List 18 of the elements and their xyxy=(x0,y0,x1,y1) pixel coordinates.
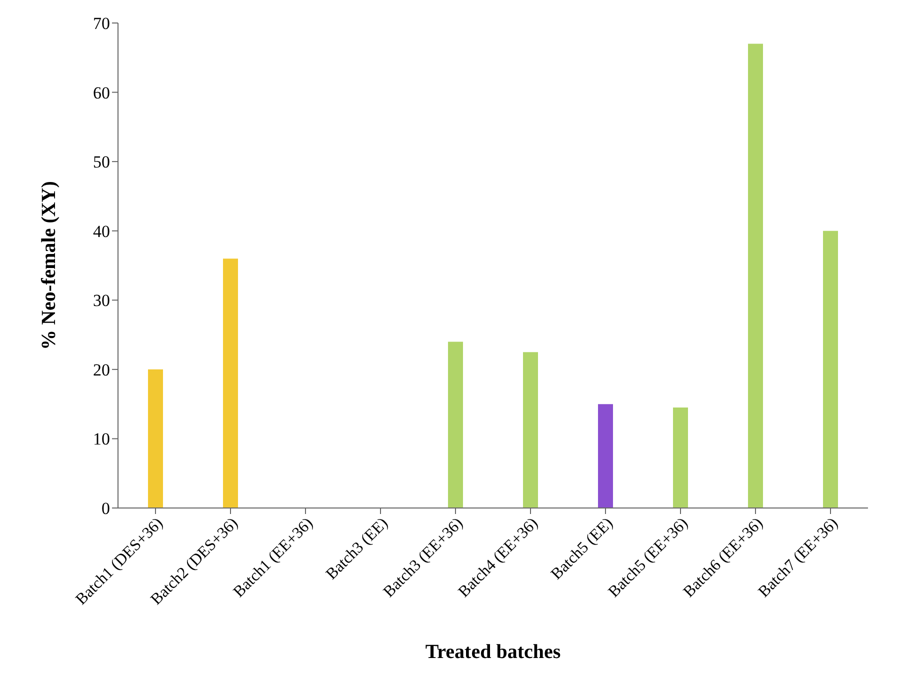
bar xyxy=(823,230,838,508)
y-tick-label: 30 xyxy=(93,291,110,310)
bar xyxy=(223,258,238,508)
bar xyxy=(148,369,163,508)
y-tick-label: 40 xyxy=(93,222,110,241)
y-tick-label: 70 xyxy=(93,14,110,34)
y-axis-title: % Neo-female (XY) xyxy=(38,181,60,350)
bar xyxy=(748,44,763,508)
x-axis-title: Treated batches xyxy=(425,641,561,663)
y-tick-label: 0 xyxy=(102,499,110,518)
bar xyxy=(523,352,538,508)
bar xyxy=(448,342,463,508)
y-tick-label: 10 xyxy=(93,430,110,449)
y-tick-label: 60 xyxy=(93,83,110,102)
bar xyxy=(598,404,613,508)
y-tick-label: 50 xyxy=(93,152,110,172)
y-tick-label: 20 xyxy=(93,360,110,380)
bar xyxy=(673,408,688,508)
